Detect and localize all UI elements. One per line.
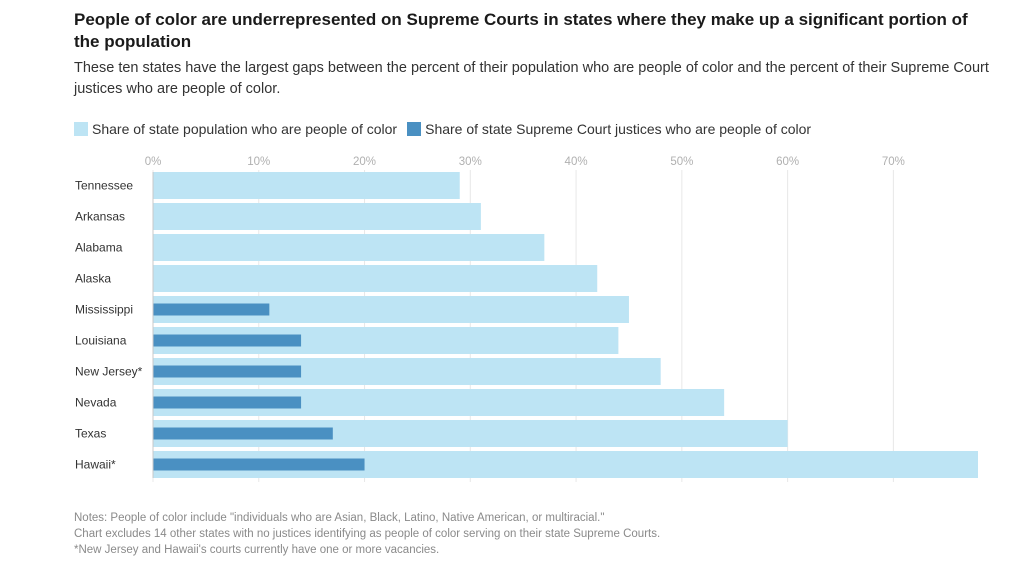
bar-justices bbox=[153, 396, 302, 409]
x-tick-label: 60% bbox=[776, 156, 799, 168]
legend-item-justices: Share of state Supreme Court justices wh… bbox=[407, 120, 811, 138]
category-label: Alabama bbox=[75, 241, 123, 255]
x-tick-label: 10% bbox=[247, 156, 270, 168]
bar-justices bbox=[153, 427, 333, 440]
bar-justices bbox=[153, 334, 302, 347]
x-tick-label: 30% bbox=[459, 156, 482, 168]
bar-population bbox=[153, 203, 481, 230]
bar-population bbox=[153, 172, 460, 199]
category-label: Louisiana bbox=[75, 334, 127, 348]
category-label: Nevada bbox=[75, 396, 117, 410]
legend-swatch-population bbox=[74, 122, 88, 136]
category-label: Alaska bbox=[75, 272, 111, 286]
category-label: Hawaii* bbox=[75, 458, 116, 472]
x-tick-label: 70% bbox=[882, 156, 905, 168]
note-line-2: Chart excludes 14 other states with no j… bbox=[74, 528, 661, 540]
x-tick-label: 40% bbox=[565, 156, 588, 168]
bar-justices bbox=[153, 458, 365, 471]
x-tick-label: 50% bbox=[670, 156, 693, 168]
legend-item-population: Share of state population who are people… bbox=[74, 120, 397, 138]
legend: Share of state population who are people… bbox=[74, 120, 821, 138]
note-line-3: *New Jersey and Hawaii's courts currentl… bbox=[74, 544, 440, 556]
x-tick-label: 0% bbox=[145, 156, 162, 168]
category-label: Tennessee bbox=[75, 179, 133, 193]
category-label: New Jersey* bbox=[75, 365, 143, 379]
note-line-1: Notes: People of color include "individu… bbox=[74, 512, 605, 524]
legend-label-population: Share of state population who are people… bbox=[92, 121, 398, 137]
category-label: Texas bbox=[75, 427, 106, 441]
legend-label-justices: Share of state Supreme Court justices wh… bbox=[425, 121, 812, 137]
x-tick-label: 20% bbox=[353, 156, 376, 168]
chart-notes: Notes: People of color include "individu… bbox=[74, 510, 660, 558]
bar-justices bbox=[153, 365, 302, 378]
category-label: Mississippi bbox=[75, 303, 133, 317]
legend-swatch-justices bbox=[407, 122, 422, 136]
bar-chart: 0% 10% 20% 30% 40% 50% 60% 70% Tennessee Arkansas… bbox=[75, 156, 978, 482]
bar-justices bbox=[153, 303, 270, 316]
category-label: Arkansas bbox=[75, 210, 125, 224]
chart-title: People of color are underrepresented on … bbox=[74, 10, 968, 51]
chart-subtitle: These ten states have the largest gaps b… bbox=[74, 60, 989, 97]
bar-population bbox=[153, 234, 545, 261]
bar-population bbox=[153, 265, 598, 292]
